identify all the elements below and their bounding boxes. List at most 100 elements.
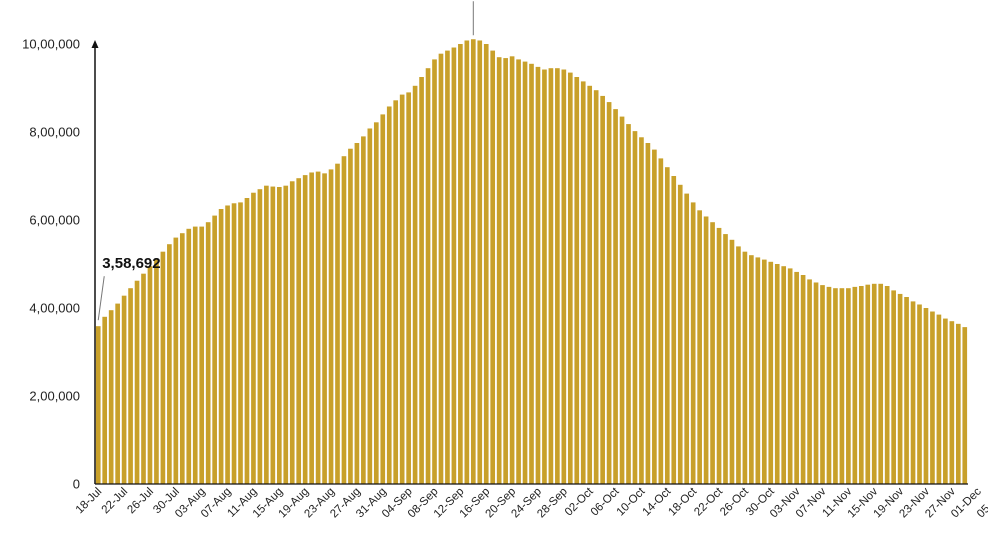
bar	[561, 69, 567, 485]
y-tick-label: 8,00,000	[29, 125, 80, 140]
bar	[846, 288, 851, 484]
bar	[270, 186, 276, 484]
bar	[710, 222, 715, 484]
bar	[380, 114, 386, 485]
bar	[548, 68, 554, 484]
bar	[684, 193, 690, 484]
bar	[697, 210, 702, 484]
bar	[664, 167, 670, 484]
bar	[335, 163, 340, 484]
bar	[787, 268, 793, 484]
bar	[503, 58, 508, 484]
bar	[509, 56, 515, 484]
bar	[865, 284, 871, 484]
bar	[774, 264, 780, 484]
bar	[192, 226, 198, 484]
bar	[367, 128, 373, 485]
bar	[917, 304, 922, 484]
bar	[703, 216, 709, 485]
bar	[399, 94, 405, 484]
y-axis: 0 2,00,000 4,00,000 6,00,000 8,00,000 10,00,0…	[22, 37, 99, 492]
bar	[800, 275, 806, 484]
bar	[852, 286, 858, 484]
bar	[749, 255, 754, 484]
bar	[406, 92, 411, 485]
bar	[884, 286, 890, 484]
bar	[361, 136, 366, 484]
bar	[134, 280, 140, 484]
bar	[858, 286, 864, 484]
bar	[432, 59, 437, 485]
bar	[723, 234, 728, 484]
bar	[761, 259, 767, 484]
bar	[600, 95, 605, 485]
bar	[251, 192, 256, 484]
bar	[283, 185, 289, 484]
bar	[820, 285, 825, 484]
bar	[716, 227, 722, 485]
bar	[677, 184, 683, 485]
bar	[522, 61, 528, 484]
bar	[943, 318, 948, 484]
bar	[574, 77, 580, 484]
bar	[309, 172, 314, 485]
bar	[781, 266, 787, 484]
bar	[445, 50, 450, 484]
bar	[477, 40, 483, 484]
bar	[897, 293, 903, 484]
bar	[328, 169, 334, 484]
bar	[458, 44, 463, 484]
bar	[438, 53, 444, 485]
y-tick-label: 10,00,000	[22, 37, 80, 52]
callout-label: 3,58,692	[102, 255, 160, 272]
bar	[393, 100, 399, 484]
bar	[302, 175, 308, 484]
bar	[626, 124, 631, 484]
bar	[425, 68, 431, 484]
bar	[878, 283, 884, 484]
bar	[289, 181, 295, 484]
bar	[322, 173, 327, 485]
bar	[794, 271, 799, 484]
bar	[826, 286, 832, 484]
bar	[593, 90, 599, 484]
bar	[555, 68, 560, 484]
bar	[645, 143, 651, 484]
bar	[535, 66, 541, 484]
bar	[154, 259, 159, 484]
y-tick-label: 2,00,000	[29, 389, 80, 404]
bar	[580, 81, 586, 485]
bars-group	[95, 39, 968, 485]
bar	[315, 171, 321, 484]
bar	[179, 233, 185, 484]
bar	[225, 205, 230, 485]
bar	[231, 203, 237, 484]
bar	[128, 288, 133, 484]
bar	[121, 295, 127, 484]
bar	[464, 40, 470, 484]
bar	[567, 72, 573, 484]
bar	[833, 288, 838, 484]
callout-leader-line	[97, 276, 105, 321]
bar	[173, 237, 179, 484]
bar	[244, 198, 250, 484]
bar	[470, 39, 476, 485]
bar	[930, 311, 935, 484]
y-axis-arrow-icon	[91, 40, 99, 48]
bar	[839, 288, 845, 484]
bar	[483, 44, 489, 484]
bar	[490, 50, 496, 484]
bar	[807, 279, 812, 484]
bar	[373, 122, 379, 484]
bar	[276, 187, 282, 484]
bar	[587, 85, 593, 485]
bar	[451, 47, 457, 485]
bar	[141, 273, 146, 484]
x-tick-label: 22-Jul	[100, 486, 131, 517]
bar	[690, 202, 696, 484]
x-axis: 18-Jul22-Jul26-Jul30-Jul03-Aug07-Aug11-A…	[74, 483, 988, 520]
bar	[923, 308, 929, 484]
bar	[936, 314, 942, 484]
callouts-group: 3,58,69210,10,8243,56,546	[97, 1, 474, 321]
